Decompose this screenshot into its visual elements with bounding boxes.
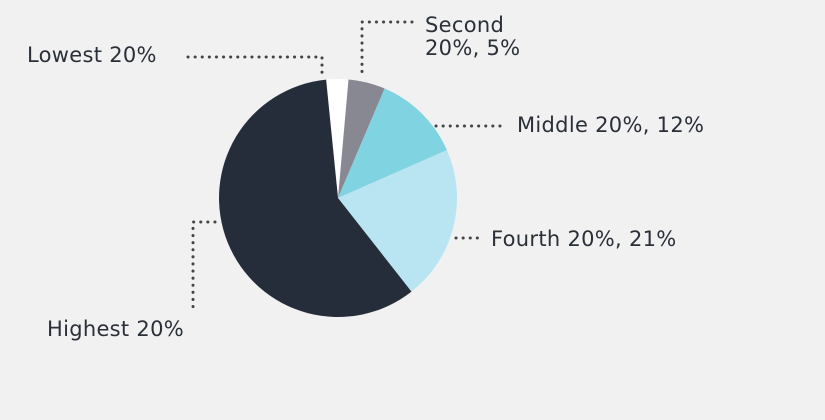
label-second-line-1: Second	[425, 13, 505, 37]
label-lowest-line-1: Lowest 20%	[27, 43, 157, 67]
slice-middle	[338, 88, 447, 198]
leader-lowest	[186, 55, 324, 78]
label-middle-line-1: Middle 20%, 12%	[517, 113, 705, 137]
label-fourth-line-1: Fourth 20%, 21%	[491, 227, 677, 251]
slice-highest	[219, 79, 412, 317]
slice-lowest	[326, 79, 349, 198]
label-fourth: Fourth 20%, 21%	[491, 228, 677, 251]
leader-highest	[191, 220, 217, 310]
slice-second	[338, 79, 385, 198]
slice-fourth	[338, 150, 458, 292]
label-middle: Middle 20%, 12%	[517, 114, 704, 137]
label-highest-line-1: Highest 20%	[47, 317, 185, 341]
label-second-line-2: 20%, 5%	[425, 36, 521, 60]
label-second: Second 20%, 5%	[425, 14, 520, 60]
label-lowest: Lowest 20%	[27, 44, 157, 67]
leader-second	[360, 20, 414, 80]
label-highest: Highest 20%	[47, 318, 184, 341]
